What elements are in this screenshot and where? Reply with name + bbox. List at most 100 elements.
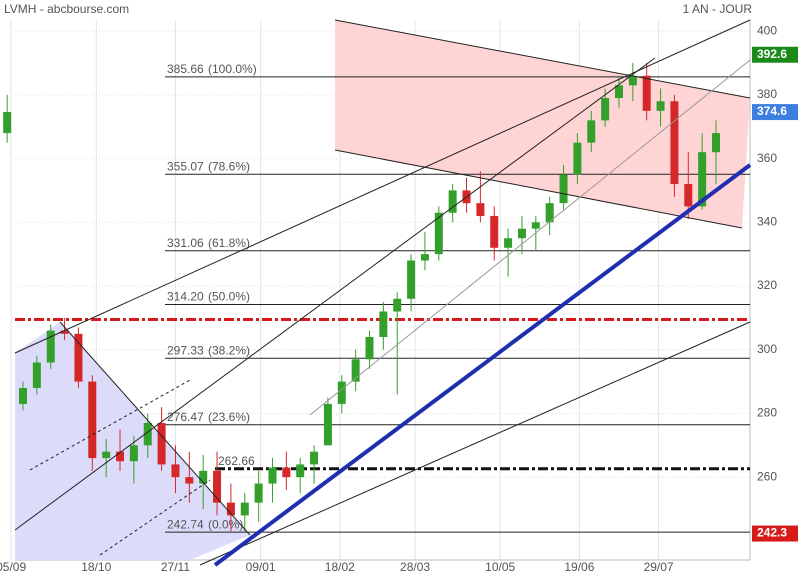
y-tick-label: 360: [757, 151, 777, 165]
fib-value: 314.20: [167, 290, 204, 304]
x-tick-label: 29/07: [644, 560, 674, 574]
dashed-line: [29, 379, 191, 471]
candle-body: [448, 190, 457, 213]
y-tick-label: 400: [757, 23, 777, 37]
candle-body: [199, 470, 208, 484]
candle-body: [46, 330, 55, 363]
candle-body: [670, 101, 679, 185]
fib-percent: (61.8%): [208, 236, 250, 250]
y-tick-label: 280: [757, 406, 777, 420]
price-tag: [752, 525, 798, 542]
candle-body: [254, 483, 263, 503]
candle-body: [393, 298, 402, 312]
x-tick-label: 18/02: [325, 560, 355, 574]
triangle-shade: [15, 322, 250, 560]
candle-body: [642, 75, 651, 111]
candle-body: [296, 464, 305, 478]
fan-line: [14, 19, 751, 354]
plot-layer: 385.66 (100.0%) 355.07 (78.6%) 331.06 (61.8%)…: [3, 62, 750, 533]
y-tick-label: 320: [757, 278, 777, 292]
x-tick-label: 10/05: [485, 560, 515, 574]
candle-body: [74, 333, 83, 382]
candle-body: [268, 467, 277, 484]
x-tick-label: 28/03: [400, 560, 430, 574]
price-tag-label: 392.6: [757, 47, 787, 61]
dashed-line: [99, 479, 211, 556]
candle-body: [32, 362, 41, 388]
candle-body: [171, 464, 180, 478]
triangle-line: [59, 321, 251, 536]
candle-body: [240, 502, 249, 516]
candle-body: [129, 445, 138, 462]
fib-percent: (78.6%): [208, 159, 250, 173]
candle-body: [517, 228, 526, 239]
candle-body: [434, 212, 443, 255]
fib-value: 276.47: [167, 410, 204, 424]
candle-body: [601, 98, 610, 121]
candle-body: [88, 381, 97, 459]
candle-body: [587, 120, 596, 143]
candle-body: [337, 381, 346, 404]
candle-body: [116, 451, 125, 462]
fib-value: 331.06: [167, 236, 204, 250]
fib-value: 385.66: [167, 62, 204, 76]
support-label: 262.66: [218, 454, 255, 468]
median-line: [309, 59, 751, 416]
fib-percent: (50.0%): [208, 290, 250, 304]
candle-body: [185, 477, 194, 484]
y-tick-label: 340: [757, 214, 777, 228]
candle-body: [60, 330, 69, 334]
y-tick-label: 260: [757, 469, 777, 483]
candle-body: [407, 260, 416, 299]
candle-body: [213, 470, 222, 503]
x-tick-label: 19/06: [564, 560, 594, 574]
candle-body: [310, 451, 319, 465]
candle-body: [684, 184, 693, 207]
price-tag: [752, 46, 798, 63]
candle-body: [379, 311, 388, 337]
y-tick-label: 380: [757, 87, 777, 101]
candle-body: [545, 203, 554, 223]
candle-body: [3, 112, 12, 134]
x-tick-label: 05/09: [0, 560, 26, 574]
candle-body: [420, 254, 429, 261]
candle-body: [614, 85, 623, 99]
y-tick-label: 300: [757, 342, 777, 356]
fan-line: [14, 57, 656, 531]
x-tick-label: 18/10: [81, 560, 111, 574]
trend-lines: [14, 19, 752, 567]
candle-body: [19, 387, 27, 404]
candle-body: [504, 238, 513, 248]
candle-body: [476, 203, 485, 216]
price-tag-label: 374.6: [757, 104, 787, 118]
fib-value: 355.07: [167, 159, 204, 173]
candle-body: [559, 174, 568, 204]
price-tags: 392.6 374.6 242.3: [752, 46, 798, 542]
fib-value: 297.33: [167, 343, 204, 357]
candle-body: [712, 133, 720, 153]
candle-body: [102, 451, 111, 459]
candle-body: [531, 222, 540, 229]
fan-line: [199, 321, 751, 566]
fib-percent: (0.0%): [208, 517, 243, 531]
channel-bottom: [334, 149, 743, 229]
candle-body: [490, 215, 499, 248]
candle-body: [628, 75, 637, 86]
x-tick-label: 09/01: [246, 560, 276, 574]
candle-body: [351, 359, 360, 382]
x-tick-label: 27/11: [161, 560, 190, 574]
candle-body: [698, 152, 707, 207]
candle-body: [323, 403, 332, 446]
channel-shade: [335, 20, 750, 228]
price-tag: [752, 104, 798, 121]
candle-body: [226, 502, 235, 516]
candle-body: [143, 423, 152, 446]
fib-value: 242.74: [167, 517, 204, 531]
channel-top: [334, 19, 751, 99]
fib-percent: (23.6%): [208, 410, 250, 424]
candle-body: [365, 336, 374, 360]
candle-body: [282, 467, 291, 478]
candle-body: [573, 142, 582, 175]
